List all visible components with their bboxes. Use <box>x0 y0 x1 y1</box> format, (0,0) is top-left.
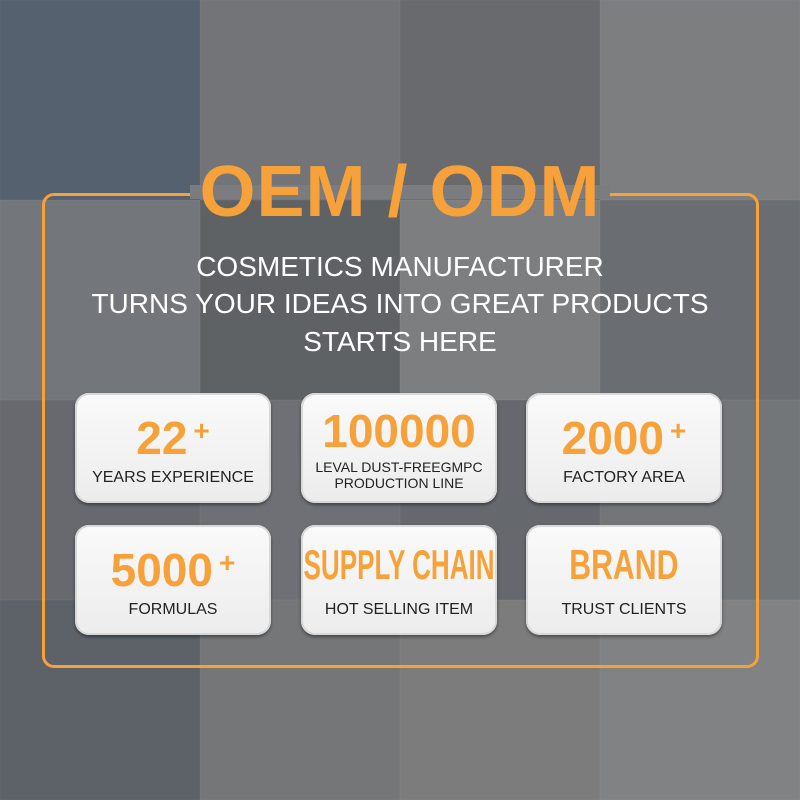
stat-value: 2000 <box>561 412 664 464</box>
stat-card-supply-chain: SUPPLY CHAIN HOT SELLING ITEM <box>301 525 497 635</box>
stat-card-formulas: 5000 + FORMULAS <box>75 525 271 635</box>
stat-value: 5000 <box>110 544 213 596</box>
stat-label: HOT SELLING ITEM <box>324 601 474 618</box>
stat-suffix: + <box>218 547 236 578</box>
stat-value: 100000 <box>322 405 476 457</box>
stat-value: SUPPLY CHAIN <box>303 541 495 588</box>
stat-label: YEARS EXPERIENCE <box>92 469 254 486</box>
stat-value: BRAND <box>569 541 679 588</box>
stat-value: 22 <box>136 412 188 464</box>
subtitle-line-3: STARTS HERE <box>303 326 497 357</box>
stat-card-brand: BRAND TRUST CLIENTS <box>526 525 722 635</box>
page-title: OEM / ODM <box>199 152 601 232</box>
stat-suffix: + <box>193 415 210 446</box>
stat-label: FORMULAS <box>128 601 218 618</box>
subtitle-line-2: TURNS YOUR IDEAS INTO GREAT PRODUCTS <box>91 288 709 319</box>
stat-label-line-2: PRODUCTION LINE <box>334 475 464 491</box>
stat-suffix: + <box>669 415 687 446</box>
frame-title-gap <box>190 185 610 199</box>
stat-label: TRUST CLIENTS <box>561 601 687 618</box>
stat-card-factory-area: 2000 + FACTORY AREA <box>526 393 722 503</box>
stat-label: FACTORY AREA <box>563 469 685 486</box>
subtitle-line-1: COSMETICS MANUFACTURER <box>196 251 604 282</box>
stat-card-years: 22 + YEARS EXPERIENCE <box>75 393 271 503</box>
stat-label-line-1: LEVAL DUST-FREEGMPC <box>315 459 483 475</box>
stat-card-production-line: 100000 LEVAL DUST-FREEGMPC PRODUCTION LIN… <box>301 393 497 503</box>
